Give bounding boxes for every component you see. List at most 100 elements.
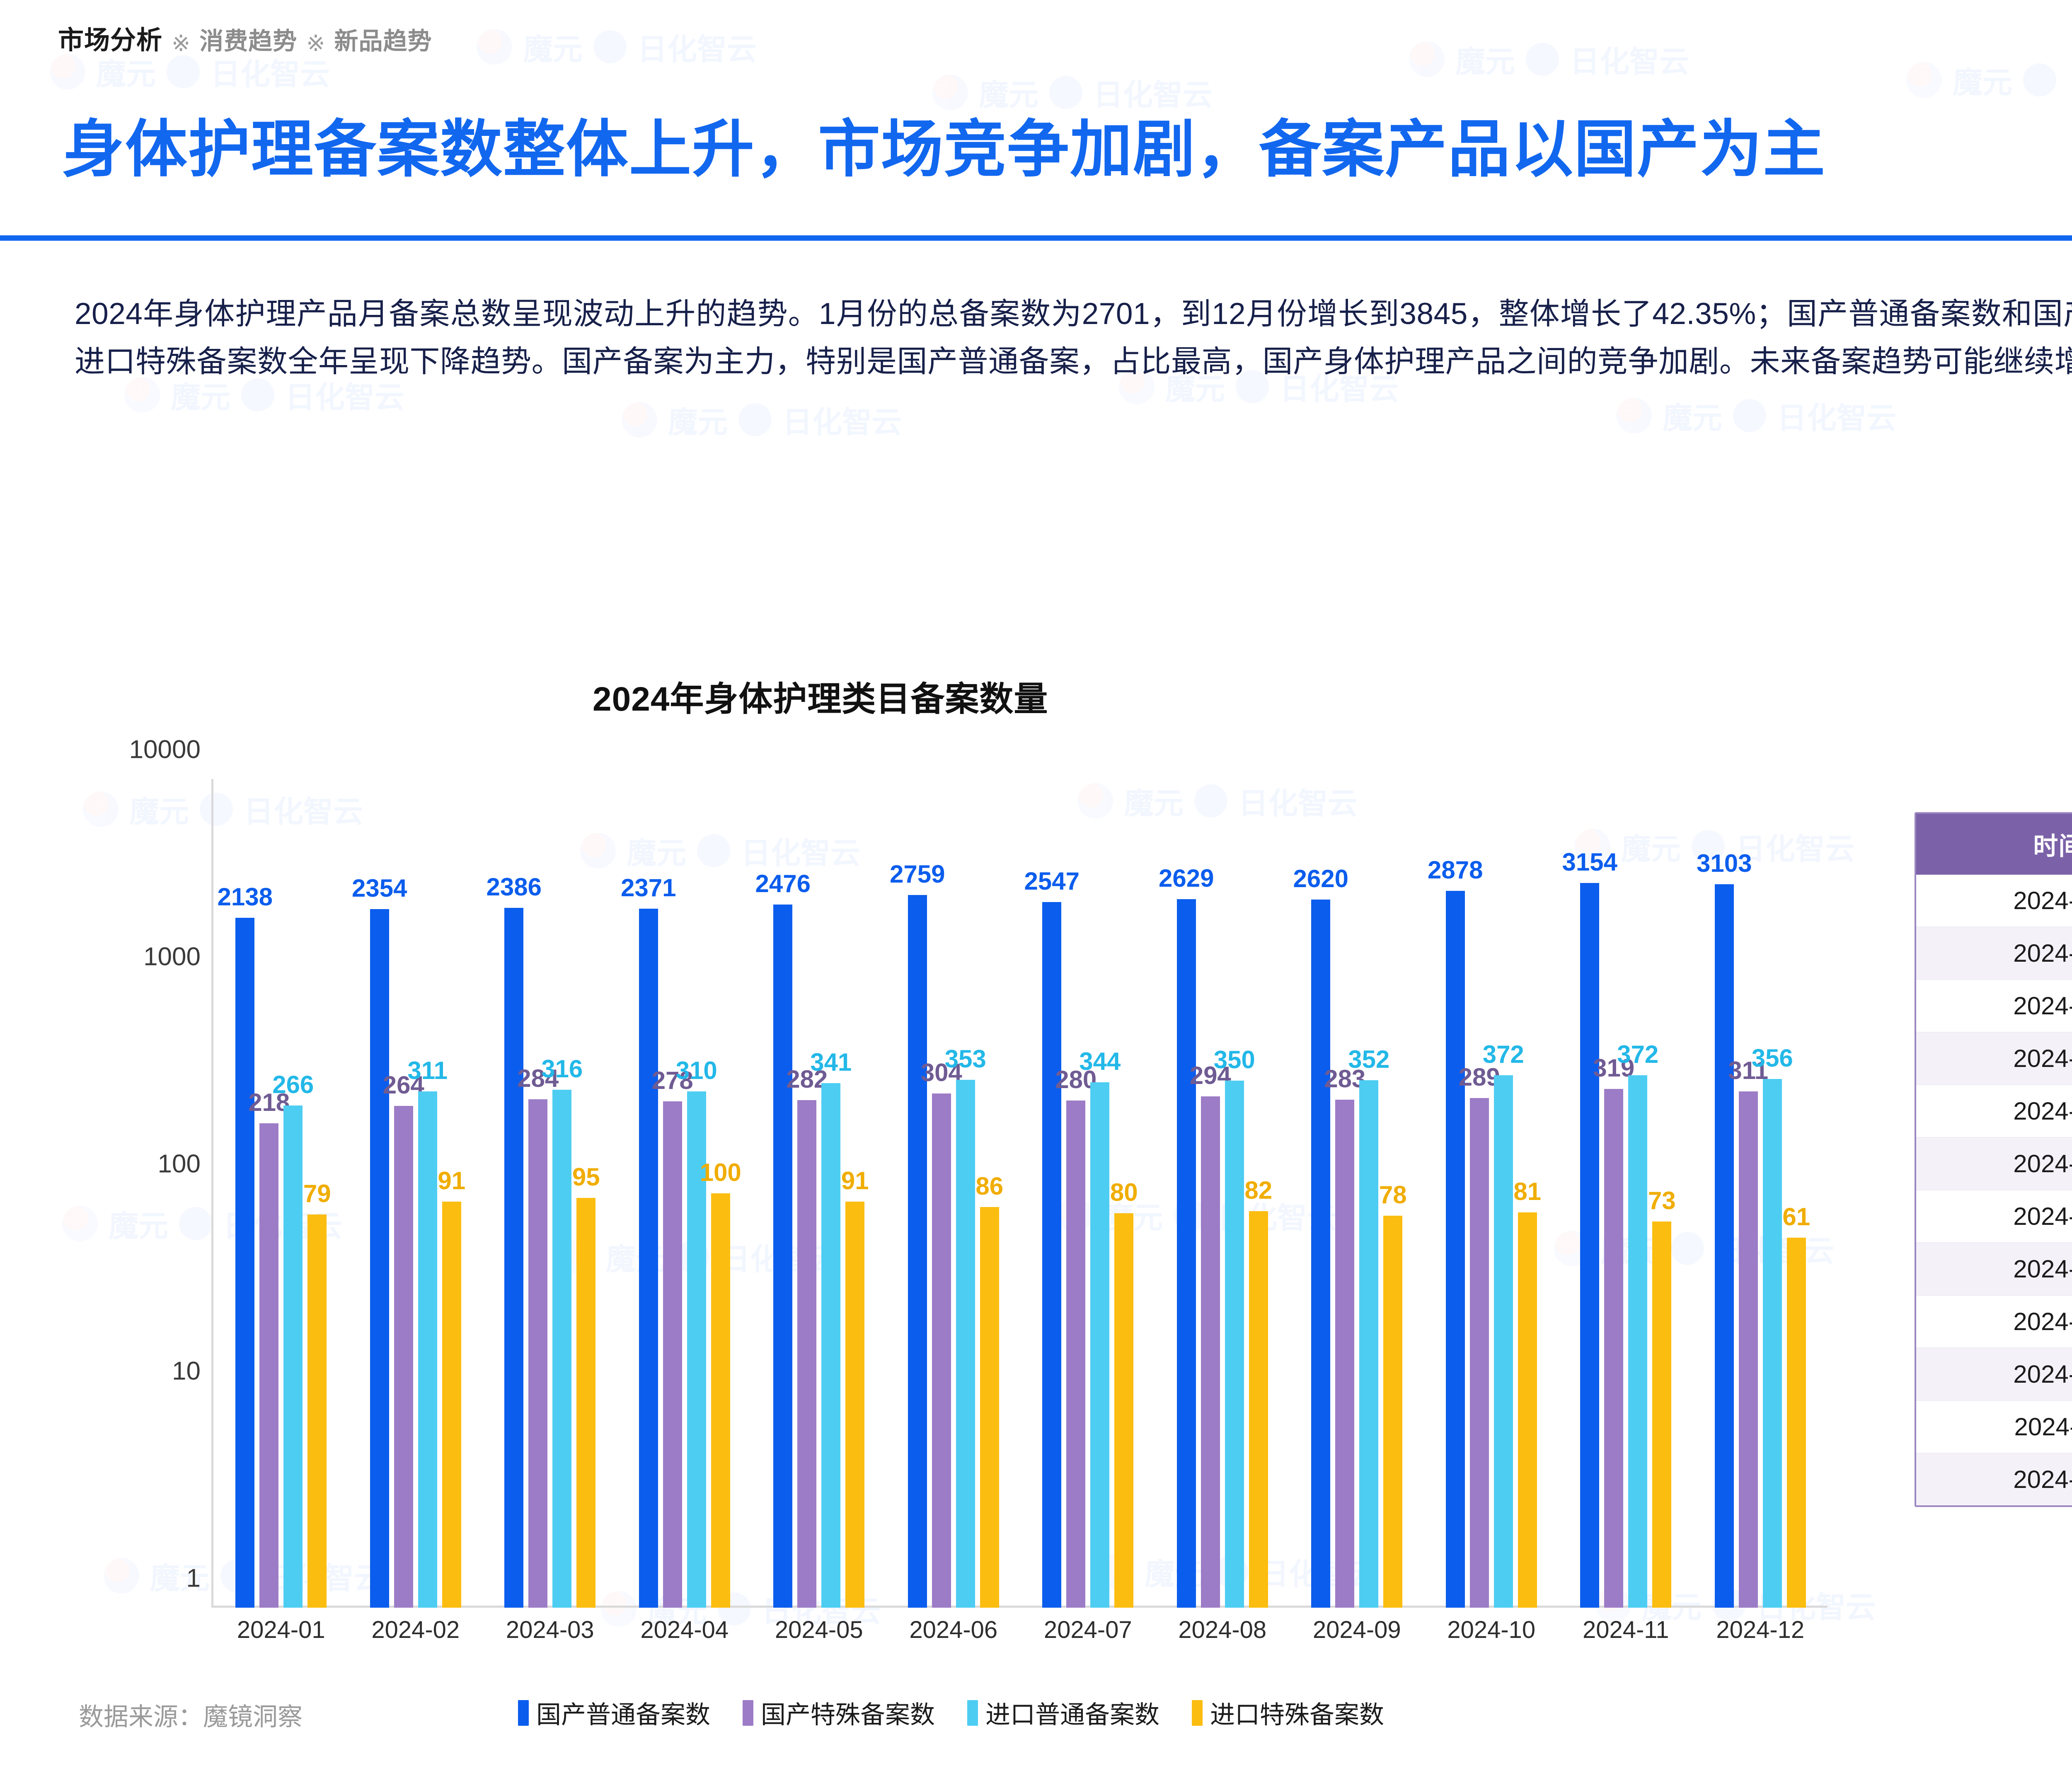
legend-item-3[interactable]: 进口特殊备案数 — [1192, 1695, 1384, 1731]
bar-1[interactable]: 311 — [1728, 1057, 1768, 1608]
legend-label: 进口普通备案数 — [985, 1701, 1159, 1729]
bar-value-label: 311 — [1728, 1056, 1769, 1084]
bar-3[interactable]: 81 — [1513, 1178, 1541, 1608]
bar-3[interactable]: 73 — [1648, 1187, 1676, 1608]
bar-1[interactable]: 218 — [248, 1089, 290, 1608]
bar-3[interactable]: 78 — [1379, 1181, 1407, 1608]
bar-value-label: 95 — [572, 1163, 600, 1191]
table-row[interactable]: 2024-043059-16.35%-0.71% — [1916, 1032, 2072, 1085]
table-cell: 2024-04 — [1916, 1032, 2072, 1085]
bar-value-label: 350 — [1213, 1045, 1255, 1074]
bar-value-label: 316 — [541, 1055, 583, 1083]
bar-0[interactable]: 2371 — [621, 874, 676, 1608]
table-cell: 2024-03 — [1916, 980, 2072, 1033]
bar-1[interactable]: 278 — [652, 1067, 693, 1608]
legend-item-1[interactable]: 国产特殊备案数 — [743, 1695, 935, 1731]
table-row[interactable]: 2024-053190-16.21%4.28% — [1916, 1085, 2072, 1138]
bar-1[interactable]: 264 — [383, 1071, 424, 1608]
bar-1[interactable]: 304 — [921, 1059, 962, 1608]
bar-group: 2476 282 341 91 — [752, 779, 886, 1608]
bar-0[interactable]: 2476 — [755, 870, 811, 1608]
bar-0[interactable]: 2759 — [890, 860, 945, 1608]
bar-0[interactable]: 2547 — [1024, 867, 1080, 1608]
bar-1[interactable]: 284 — [517, 1064, 559, 1608]
bar-1[interactable]: 289 — [1459, 1063, 1500, 1608]
table-row[interactable]: 2024-063502-2.83%9.78% — [1916, 1137, 2072, 1190]
bar-value-label: 86 — [975, 1172, 1004, 1200]
bar-0[interactable]: 2629 — [1159, 864, 1214, 1608]
bar-3[interactable]: 86 — [975, 1172, 1003, 1608]
bar-2[interactable]: 316 — [541, 1055, 583, 1608]
table-row[interactable]: 2024-1036261.77%8.79% — [1916, 1348, 2072, 1401]
bar-2[interactable]: 350 — [1214, 1046, 1255, 1608]
bar-value-label: 289 — [1458, 1063, 1500, 1091]
bar-2[interactable]: 311 — [407, 1057, 448, 1608]
bar-value-label: 81 — [1513, 1177, 1542, 1205]
table-cell: 2024-09 — [1916, 1295, 2072, 1348]
breadcrumb-item-new-product-trend[interactable]: 新品趋势 — [334, 28, 432, 55]
bar-3[interactable]: 91 — [438, 1167, 465, 1608]
summary-text: 2024年身体护理产品月备案总数呈现波动上升的趋势。1月份的总备案数为2701，… — [75, 297, 2072, 379]
bar-3[interactable]: 61 — [1782, 1203, 1810, 1608]
bar-0[interactable]: 2138 — [218, 883, 273, 1608]
bar-value-label: 372 — [1617, 1040, 1659, 1068]
legend-swatch — [1192, 1700, 1203, 1726]
table-row[interactable]: 2024-033081-14.42%2.02% — [1916, 980, 2072, 1033]
table-row[interactable]: 2024-023020-9.58%11.81% — [1916, 927, 2072, 980]
bar-group: 2759 304 353 86 — [886, 779, 1021, 1608]
bar-1[interactable]: 283 — [1324, 1065, 1365, 1608]
bar-value-label: 310 — [675, 1057, 717, 1085]
x-axis-tick-label: 2024-12 — [1716, 1616, 1805, 1643]
legend-swatch — [743, 1700, 753, 1726]
bar-value-label: 283 — [1324, 1065, 1366, 1093]
bar-3[interactable]: 100 — [700, 1159, 741, 1608]
bar-1[interactable]: 282 — [786, 1065, 828, 1608]
table-row[interactable]: 2024-0933338.00%-0.66% — [1916, 1295, 2072, 1348]
table-column-header[interactable]: 时间 — [1916, 814, 2072, 875]
bar-3[interactable]: 82 — [1244, 1176, 1272, 1608]
table-row[interactable]: 2024-11392611.00%8.27% — [1916, 1401, 2072, 1454]
bar-value-label: 2138 — [217, 883, 273, 911]
bar-3[interactable]: 80 — [1110, 1178, 1138, 1608]
bar-value-label: 2620 — [1293, 864, 1348, 893]
bar-0[interactable]: 2878 — [1428, 856, 1483, 1608]
bar-2[interactable]: 310 — [676, 1057, 717, 1608]
bar-3[interactable]: 95 — [572, 1163, 600, 1608]
bar-2[interactable]: 352 — [1348, 1045, 1389, 1608]
bar-2[interactable]: 372 — [1617, 1040, 1658, 1608]
legend-item-2[interactable]: 进口普通备案数 — [967, 1695, 1159, 1731]
table-row[interactable]: 2024-012701-18.20%133.45% — [1916, 875, 2072, 927]
breadcrumb-item-consumption-trend[interactable]: 消费趋势 — [199, 28, 298, 55]
bar-2[interactable]: 344 — [1079, 1047, 1121, 1608]
bar-2[interactable]: 341 — [810, 1048, 852, 1608]
table-row[interactable]: 2024-123845232.32%-2.06% — [1916, 1453, 2072, 1505]
title-divider — [0, 235, 2072, 241]
table-row[interactable]: 2024-08335522.71%3.20% — [1916, 1243, 2072, 1296]
bar-value-label: 218 — [248, 1088, 290, 1116]
bar-2[interactable]: 266 — [272, 1071, 314, 1608]
table-cell: 2024-06 — [1916, 1137, 2072, 1190]
table-cell: 2024-07 — [1916, 1190, 2072, 1243]
table-cell: 2024-01 — [1916, 875, 2072, 927]
bar-value-label: 2354 — [352, 874, 407, 902]
bar-2[interactable]: 353 — [945, 1045, 986, 1608]
bar-2[interactable]: 372 — [1483, 1040, 1524, 1608]
bar-0[interactable]: 2386 — [487, 873, 542, 1608]
bar-1[interactable]: 319 — [1593, 1054, 1634, 1608]
bar-0[interactable]: 2620 — [1293, 865, 1348, 1608]
bar-2[interactable]: 356 — [1752, 1044, 1793, 1608]
table-row[interactable]: 2024-073251-0.52%-7.17% — [1916, 1190, 2072, 1243]
legend-item-0[interactable]: 国产普通备案数 — [518, 1695, 710, 1731]
bar-0[interactable]: 3103 — [1697, 849, 1752, 1608]
bar-value-label: 91 — [841, 1167, 869, 1195]
bar-0[interactable]: 3154 — [1562, 848, 1617, 1608]
bar-0[interactable]: 2354 — [352, 874, 407, 1608]
bar-3[interactable]: 91 — [841, 1167, 869, 1608]
breadcrumb-item-market-analysis[interactable]: 市场分析 — [58, 26, 163, 55]
bar-value-label: 2759 — [890, 860, 945, 888]
bar-1[interactable]: 280 — [1055, 1066, 1097, 1608]
bar-1[interactable]: 294 — [1190, 1062, 1231, 1608]
summary-paragraph: 2024年身体护理产品月备案总数呈现波动上升的趋势。1月份的总备案数为2701，… — [75, 290, 2072, 386]
bar-3[interactable]: 79 — [303, 1180, 331, 1608]
bar-group: 2138 218 266 79 — [214, 779, 349, 1608]
